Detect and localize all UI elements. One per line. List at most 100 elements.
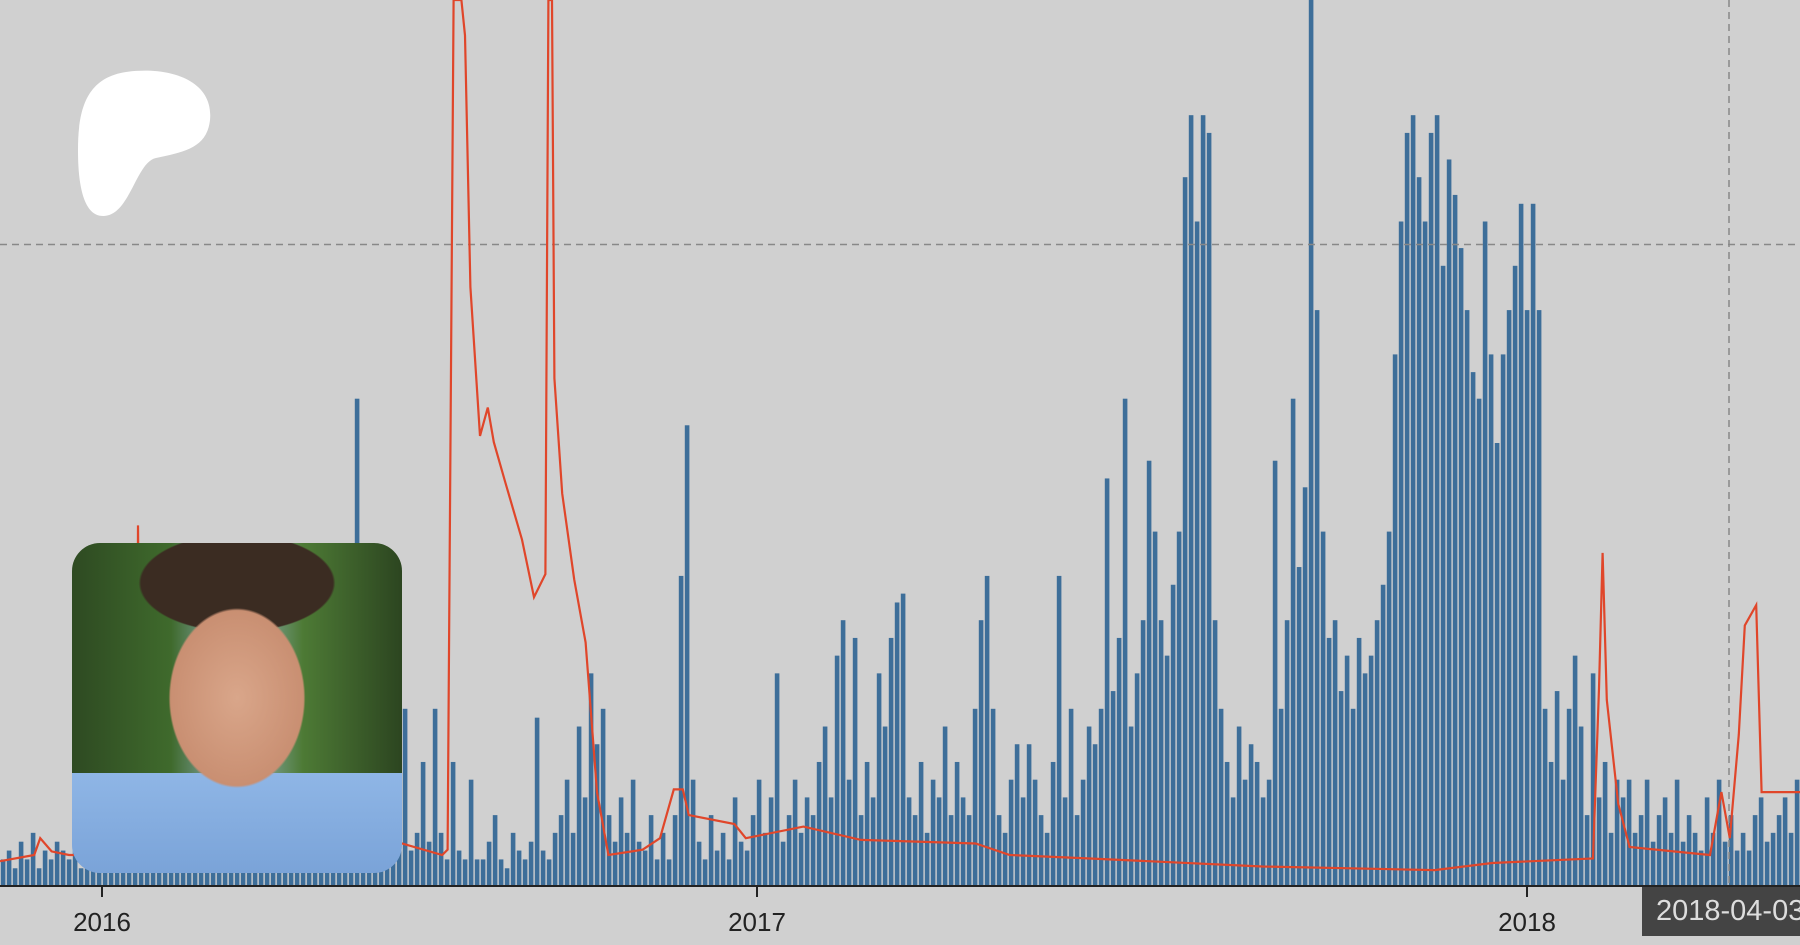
bar xyxy=(810,815,816,886)
bar xyxy=(1608,832,1614,886)
bar xyxy=(1104,478,1110,886)
bar xyxy=(1476,398,1482,886)
bar xyxy=(1572,655,1578,886)
bar xyxy=(1698,850,1704,886)
bar xyxy=(1554,691,1560,886)
bar xyxy=(1638,815,1644,886)
bar xyxy=(1590,673,1596,886)
x-tick-label: 2017 xyxy=(728,907,786,937)
bar xyxy=(462,859,468,886)
bar xyxy=(66,859,72,886)
bar xyxy=(438,832,444,886)
bar xyxy=(1386,531,1392,886)
bar xyxy=(1764,841,1770,886)
bar xyxy=(1578,726,1584,886)
bar xyxy=(1380,584,1386,886)
bar xyxy=(498,859,504,886)
bar xyxy=(888,637,894,886)
bar xyxy=(1224,761,1230,886)
bar xyxy=(1716,779,1722,886)
bar xyxy=(918,761,924,886)
bar xyxy=(1374,620,1380,886)
bar xyxy=(564,779,570,886)
bar xyxy=(1008,779,1014,886)
bar xyxy=(30,832,36,886)
bar xyxy=(1272,460,1278,886)
bar xyxy=(1482,221,1488,886)
bar xyxy=(840,620,846,886)
bar xyxy=(1320,531,1326,886)
bar xyxy=(1530,203,1536,886)
bar xyxy=(954,761,960,886)
bar xyxy=(390,859,396,886)
bar xyxy=(774,673,780,886)
patreon-logo xyxy=(78,70,211,217)
date-tooltip: 2018-04-03 xyxy=(1642,887,1800,936)
bar xyxy=(1332,620,1338,886)
bar xyxy=(186,868,192,886)
bar xyxy=(1314,310,1320,887)
bar xyxy=(492,815,498,886)
bar xyxy=(78,868,84,886)
bar xyxy=(696,841,702,886)
bar xyxy=(1362,673,1368,886)
bar xyxy=(1686,815,1692,886)
bar xyxy=(978,620,984,886)
bar xyxy=(702,859,708,886)
bar xyxy=(792,779,798,886)
bar xyxy=(1740,832,1746,886)
bar xyxy=(1152,531,1158,886)
bar xyxy=(42,850,48,886)
bar xyxy=(894,602,900,886)
x-tick-label: 2018 xyxy=(1498,907,1556,937)
bar xyxy=(594,744,600,886)
bar xyxy=(1122,398,1128,886)
bar xyxy=(408,850,414,886)
bar xyxy=(1098,708,1104,886)
bar xyxy=(1200,115,1206,887)
bar xyxy=(102,868,108,886)
bar xyxy=(744,850,750,886)
bar xyxy=(450,761,456,886)
bar xyxy=(588,673,594,886)
bar xyxy=(1602,761,1608,886)
bar xyxy=(480,859,486,886)
bar xyxy=(1584,815,1590,886)
bar xyxy=(1194,221,1200,886)
bar xyxy=(1158,620,1164,886)
x-axis-ticks: 2016 2017 2018 xyxy=(73,886,1556,937)
bar xyxy=(1440,265,1446,886)
bar xyxy=(960,797,966,886)
bar xyxy=(558,815,564,886)
bar xyxy=(966,815,972,886)
bar xyxy=(972,708,978,886)
bar xyxy=(678,575,684,886)
bar xyxy=(618,797,624,886)
bar xyxy=(1398,221,1404,886)
bar xyxy=(1422,221,1428,886)
bar xyxy=(1488,354,1494,886)
bar xyxy=(522,859,528,886)
bar xyxy=(1254,761,1260,886)
bar xyxy=(1086,726,1092,886)
bar xyxy=(816,761,822,886)
bar xyxy=(516,850,522,886)
bar xyxy=(1296,567,1302,886)
bar xyxy=(756,779,762,886)
bar xyxy=(156,868,162,886)
bar xyxy=(36,868,42,886)
bar xyxy=(474,859,480,886)
bar xyxy=(948,815,954,886)
bar xyxy=(822,726,828,886)
bar xyxy=(1464,310,1470,887)
bar xyxy=(984,575,990,886)
bar xyxy=(1170,584,1176,886)
bar xyxy=(12,868,18,886)
bar xyxy=(624,832,630,886)
bar xyxy=(18,841,24,886)
bar xyxy=(1128,726,1134,886)
bar xyxy=(1674,779,1680,886)
bar xyxy=(1776,815,1782,886)
bar xyxy=(612,841,618,886)
bar xyxy=(1782,797,1788,886)
